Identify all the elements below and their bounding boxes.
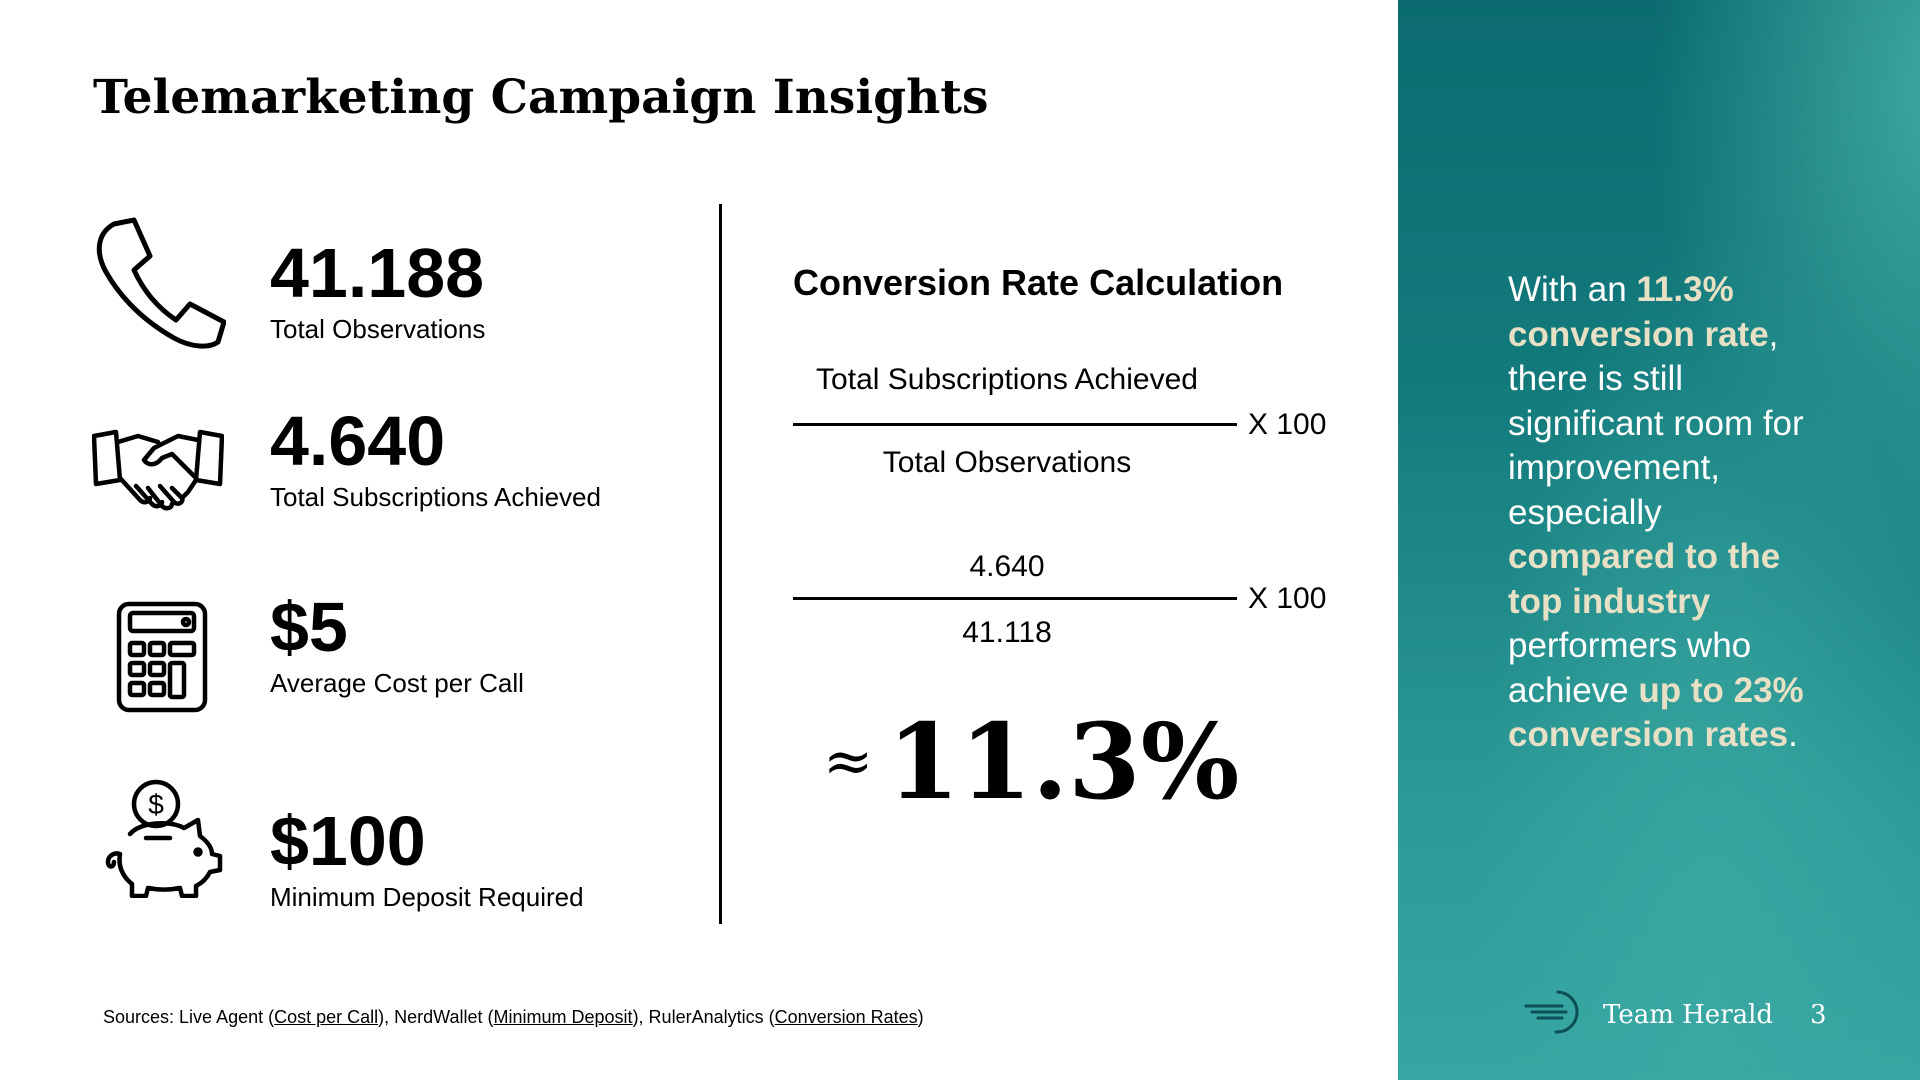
insight-panel: With an 11.3% conversion rate, there is …	[1398, 0, 1920, 1080]
stat-value: 4.640	[270, 402, 446, 480]
fraction-line	[793, 423, 1237, 426]
result-value: 11.3%	[887, 700, 1240, 823]
stat-value: 41.188	[270, 234, 485, 312]
slide-title: Telemarketing Campaign Insights	[93, 70, 989, 125]
piggy-bank-icon: $	[105, 779, 223, 898]
brand-name: Team Herald	[1603, 1000, 1774, 1030]
stat-observations: 41.188 Total Observations	[270, 238, 485, 345]
stat-label: Average Cost per Call	[270, 668, 524, 698]
stat-value: $100	[270, 802, 426, 880]
stat-label: Total Observations	[270, 314, 486, 344]
callout-text: .	[1788, 715, 1798, 754]
stat-value: $5	[270, 588, 348, 666]
conversion-result: ≈11.3%	[823, 700, 1239, 823]
stat-minimum-deposit: $100 Minimum Deposit Required	[270, 806, 584, 913]
sources-text: ), NerdWallet (	[378, 1007, 494, 1027]
stat-label: Minimum Deposit Required	[270, 882, 584, 912]
insight-callout: With an 11.3% conversion rate, there is …	[1508, 268, 1828, 758]
sources-text: Sources: Live Agent (	[103, 1007, 275, 1027]
svg-text:$: $	[148, 789, 164, 820]
callout-text: performers who achieve	[1508, 626, 1752, 710]
formula-numerator: Total Subscriptions Achieved	[816, 363, 1198, 396]
source-link-conversion-rates[interactable]: Conversion Rates	[774, 1007, 918, 1027]
calculator-icon	[116, 601, 208, 713]
source-link-cost-per-call[interactable]: Cost per Call	[274, 1007, 379, 1027]
callout-text: , there is still significant room for im…	[1508, 314, 1804, 532]
calculation-title: Conversion Rate Calculation	[793, 262, 1284, 303]
approx-symbol: ≈	[823, 726, 874, 797]
sources-text: ), RulerAnalytics (	[632, 1007, 775, 1027]
callout-text: With an	[1508, 270, 1637, 309]
page-number: 3	[1810, 1000, 1827, 1030]
stat-subscriptions: 4.640 Total Subscriptions Achieved	[270, 406, 601, 513]
fraction-line	[793, 597, 1237, 600]
team-herald-logo-icon	[1524, 990, 1579, 1034]
numeric-denominator: 41.118	[962, 616, 1052, 649]
source-link-minimum-deposit[interactable]: Minimum Deposit	[493, 1007, 633, 1027]
vertical-divider	[719, 204, 722, 924]
sources-text: )	[917, 1007, 924, 1027]
numeric-numerator: 4.640	[969, 550, 1045, 583]
callout-highlight: 11.3% conversion rate	[1508, 270, 1769, 354]
multiplier: X 100	[1248, 582, 1327, 615]
callout-highlight: up to 23% conversion rates	[1508, 670, 1804, 755]
formula-denominator: Total Observations	[882, 446, 1132, 479]
multiplier: X 100	[1248, 408, 1327, 441]
phone-icon	[96, 217, 226, 349]
handshake-icon	[92, 429, 224, 511]
stat-label: Total Subscriptions Achieved	[270, 482, 601, 512]
sources-footnote: Sources: Live Agent (Cost per Call), Ner…	[103, 1007, 924, 1028]
callout-highlight: compared to the top industry	[1508, 537, 1781, 621]
stat-cost-per-call: $5 Average Cost per Call	[270, 592, 524, 699]
